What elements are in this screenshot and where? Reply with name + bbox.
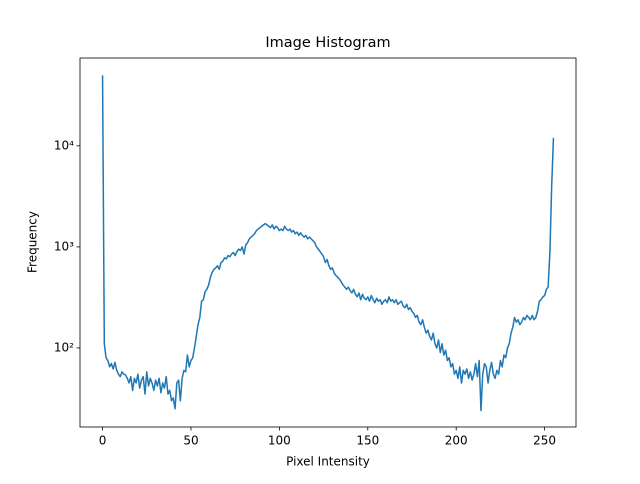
y-axis-label: Frequency <box>26 211 40 273</box>
y-tick-label: 10³ <box>54 239 74 253</box>
x-tick-label: 100 <box>268 434 291 448</box>
axes-frame <box>79 57 577 428</box>
x-tick-label: 50 <box>183 434 198 448</box>
data-line <box>101 75 555 412</box>
chart-title: Image Histogram <box>265 35 390 51</box>
x-tick-label: 200 <box>445 434 468 448</box>
y-tick-label: 10² <box>54 340 74 354</box>
x-axis-label: Pixel Intensity <box>286 455 370 469</box>
x-tick-label: 150 <box>356 434 379 448</box>
y-tick-label: 10⁴ <box>54 138 74 152</box>
x-tick-label: 250 <box>533 434 556 448</box>
x-tick-label: 0 <box>99 434 107 448</box>
